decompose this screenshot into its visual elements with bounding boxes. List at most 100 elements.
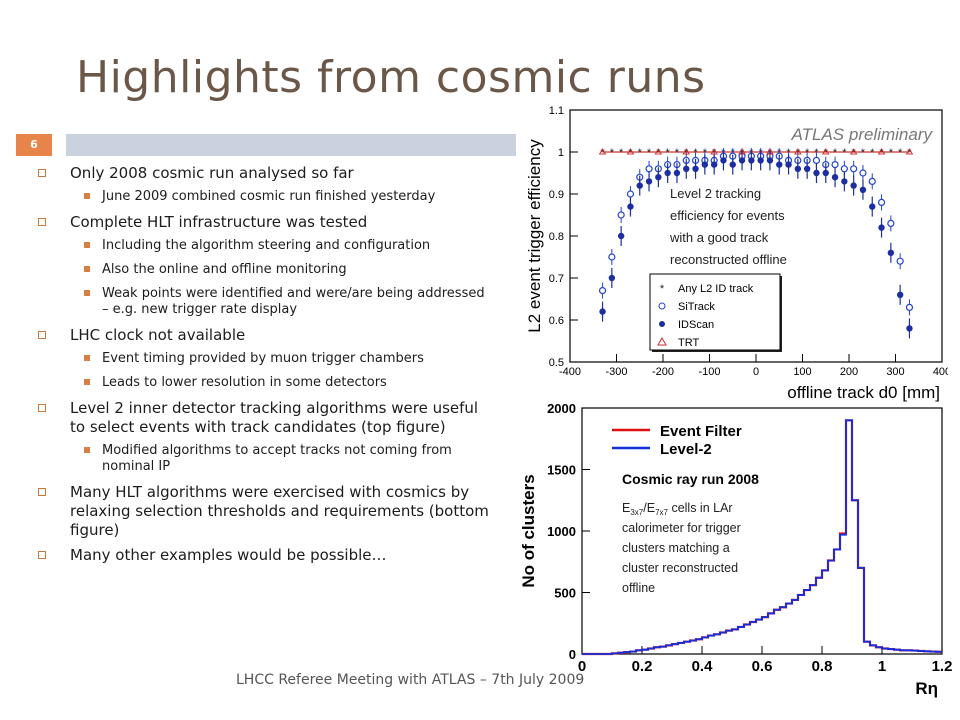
sitrack-point bbox=[645, 165, 653, 173]
title-rule bbox=[66, 134, 516, 156]
sitrack-point bbox=[896, 257, 904, 265]
bullet-text: Complete HLT infrastructure was tested bbox=[70, 213, 368, 231]
sitrack-point bbox=[608, 253, 616, 261]
legend-marker bbox=[658, 302, 666, 310]
sub-bullet-text: Leads to lower resolution in some detect… bbox=[102, 375, 387, 390]
x-tick-label: -400 bbox=[559, 366, 581, 378]
bullet-item: LHC clock not available bbox=[36, 326, 494, 345]
annotation-line: efficiency for events bbox=[670, 208, 785, 223]
idscan-point bbox=[859, 186, 867, 193]
annotation-part: offline bbox=[622, 581, 655, 595]
x-tick-label: -100 bbox=[698, 366, 720, 378]
any-l2-point: * bbox=[861, 147, 866, 159]
bullet-item: Many HLT algorithms were exercised with … bbox=[36, 483, 494, 540]
sub-bullet-item: Leads to lower resolution in some detect… bbox=[36, 375, 494, 391]
trt-point bbox=[877, 148, 886, 155]
any-l2-point: * bbox=[824, 147, 829, 159]
trt-point bbox=[738, 148, 746, 155]
idscan-point bbox=[692, 165, 699, 172]
legend-label: IDScan bbox=[678, 319, 714, 331]
x-tick-label: 0 bbox=[753, 366, 759, 378]
bullet-marker bbox=[38, 551, 46, 559]
x-tick-label: 0.8 bbox=[812, 658, 833, 675]
idscan-point bbox=[701, 161, 709, 168]
annotation-line: with a good track bbox=[669, 230, 769, 245]
annotation-part: cells in LAr bbox=[668, 501, 733, 515]
x-axis-label: offline track d0 [mm] bbox=[787, 383, 940, 402]
idscan-point bbox=[664, 169, 671, 177]
sub-bullet-item: Including the algorithm steering and con… bbox=[36, 238, 494, 254]
sitrack-point bbox=[850, 165, 858, 173]
trt-point bbox=[626, 148, 635, 155]
idscan-point bbox=[906, 325, 913, 332]
y-axis-label: L2 event trigger efficiency bbox=[525, 139, 544, 333]
sitrack-point bbox=[617, 211, 625, 219]
idscan-point bbox=[599, 308, 606, 315]
trt-point bbox=[710, 148, 718, 155]
any-l2-point: * bbox=[833, 147, 838, 159]
idscan-point bbox=[738, 157, 746, 164]
idscan-point bbox=[748, 157, 755, 164]
any-l2-point: * bbox=[638, 147, 643, 159]
idscan-point bbox=[655, 174, 662, 181]
chart-title: Cosmic ray run 2008 bbox=[622, 471, 759, 487]
legend-marker: * bbox=[660, 283, 665, 295]
y-tick-label: 2000 bbox=[547, 401, 576, 416]
y-tick-label: 0.7 bbox=[549, 273, 564, 285]
idscan-point bbox=[822, 169, 829, 177]
idscan-point bbox=[636, 182, 643, 189]
any-l2-point: * bbox=[600, 147, 605, 159]
idscan-point bbox=[720, 157, 727, 164]
sub-bullet-marker bbox=[84, 266, 90, 272]
bullet-marker bbox=[38, 218, 46, 226]
bullet-marker bbox=[38, 169, 46, 177]
sitrack-point bbox=[877, 198, 886, 207]
idscan-point bbox=[757, 157, 764, 164]
x-tick-label: -300 bbox=[605, 366, 627, 378]
any-l2-point: * bbox=[852, 147, 857, 159]
idscan-point bbox=[841, 178, 848, 185]
y-tick-label: 0.6 bbox=[549, 315, 564, 327]
any-l2-point: * bbox=[610, 147, 615, 159]
y-tick-label: 0.9 bbox=[549, 189, 564, 201]
sub-bullet-marker bbox=[84, 379, 90, 385]
annotation-part: 3x7 bbox=[630, 508, 643, 517]
trt-point bbox=[905, 148, 914, 155]
legend-label: Event Filter bbox=[660, 423, 742, 440]
sub-bullet-marker bbox=[84, 193, 90, 199]
any-l2-point: * bbox=[656, 147, 661, 159]
annotation-part: 7x7 bbox=[655, 508, 668, 517]
any-l2-point: * bbox=[889, 147, 894, 159]
page-number: 6 bbox=[16, 134, 52, 156]
sub-bullet-item: June 2009 combined cosmic run finished y… bbox=[36, 189, 494, 205]
sub-bullet-item: Event timing provided by muon trigger ch… bbox=[36, 351, 494, 367]
any-l2-point: * bbox=[907, 147, 912, 159]
idscan-point bbox=[878, 224, 885, 231]
y-tick-label: 1.1 bbox=[549, 105, 564, 117]
bullet-marker bbox=[38, 331, 46, 339]
legend-label: TRT bbox=[678, 337, 699, 349]
x-tick-label: 400 bbox=[933, 366, 948, 378]
sub-bullet-item: Weak points were identified and were/are… bbox=[36, 286, 494, 318]
any-l2-point: * bbox=[675, 147, 680, 159]
idscan-point bbox=[813, 169, 820, 177]
y-tick-label: 0.5 bbox=[549, 357, 564, 369]
legend-box bbox=[649, 273, 781, 351]
x-tick-label: 300 bbox=[886, 366, 904, 378]
sub-bullet-marker bbox=[84, 242, 90, 248]
footer: LHCC Referee Meeting with ATLAS – 7th Ju… bbox=[236, 672, 585, 688]
any-l2-point: * bbox=[647, 147, 652, 159]
idscan-point bbox=[896, 291, 904, 298]
x-tick-label: 0.2 bbox=[632, 658, 653, 675]
idscan-point bbox=[645, 178, 653, 185]
sitrack-point bbox=[905, 303, 914, 311]
y-tick-label: 1500 bbox=[547, 463, 576, 478]
x-axis-label: Rη bbox=[915, 679, 938, 698]
x-tick-label: 0.4 bbox=[692, 658, 714, 675]
sitrack-point bbox=[626, 190, 635, 198]
any-l2-point: * bbox=[870, 147, 875, 159]
any-l2-point: * bbox=[898, 147, 903, 159]
page-title: Highlights from cosmic runs bbox=[76, 52, 706, 103]
y-tick-label: 0.8 bbox=[549, 231, 564, 243]
annotation-part: cluster reconstructed bbox=[622, 561, 738, 575]
